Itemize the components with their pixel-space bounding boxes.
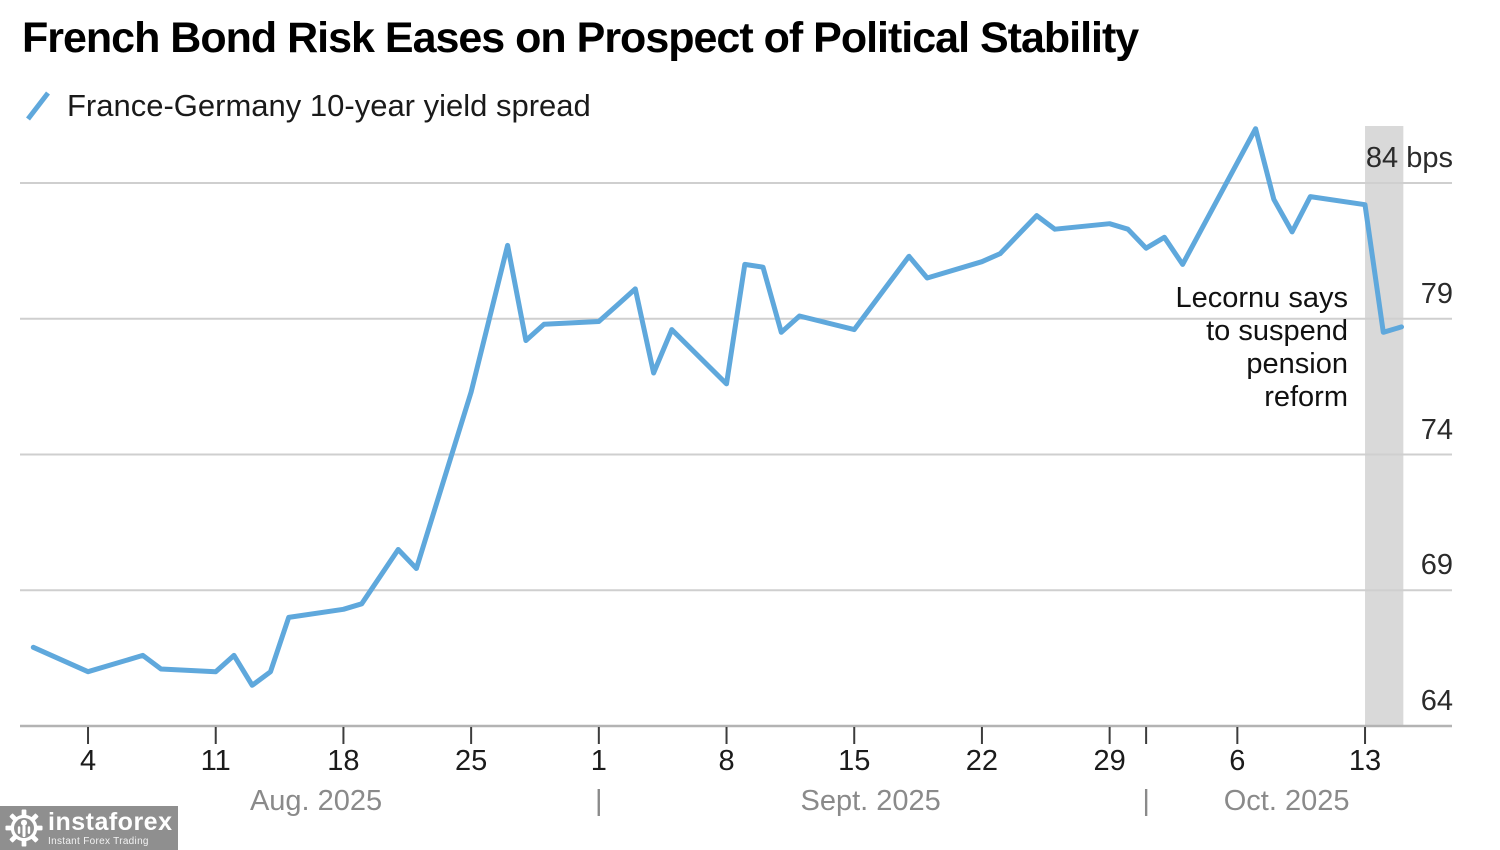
x-axis-tick-label: 25 — [454, 745, 488, 777]
annotation-lecornu: Lecornu says to suspend pension reform — [1175, 282, 1349, 413]
watermark-text: instaforex Instant Forex Trading — [48, 807, 173, 847]
x-axis-tick-label: 22 — [965, 745, 999, 777]
instaforex-gear-icon — [5, 809, 43, 847]
month-separator: | — [1142, 785, 1150, 817]
x-axis-tick-label: 4 — [79, 745, 97, 777]
month-label: Aug. 2025 — [249, 785, 383, 817]
y-axis-label: 74 — [1420, 413, 1453, 446]
highlight-band — [1365, 126, 1404, 726]
month-separator: | — [595, 785, 603, 817]
instaforex-watermark: instaforex Instant Forex Trading — [0, 806, 178, 850]
y-axis-label: 69 — [1420, 549, 1453, 582]
x-axis-tick-label: 15 — [838, 745, 871, 777]
month-label: Sept. 2025 — [800, 785, 941, 817]
x-axis-tick-label: 18 — [327, 745, 360, 777]
watermark-tagline: Instant Forex Trading — [48, 835, 149, 847]
x-axis-tick-label: 8 — [718, 745, 735, 777]
y-axis-label: 84 bps — [1365, 142, 1453, 174]
x-axis-tick-label: 11 — [200, 745, 231, 777]
x-axis-tick-label: 1 — [590, 745, 607, 777]
x-axis-tick-label: 6 — [1229, 745, 1246, 777]
legend: France-Germany 10-year yield spread — [25, 88, 591, 124]
y-axis-label: 64 — [1420, 685, 1453, 717]
spread-line — [30, 126, 1404, 688]
chart-title: French Bond Risk Eases on Prospect of Po… — [22, 14, 1139, 62]
x-axis-tick-label: 13 — [1348, 745, 1382, 777]
month-label: Oct. 2025 — [1223, 785, 1350, 817]
watermark-brand: instaforex — [48, 807, 173, 836]
legend-line-icon — [26, 91, 50, 121]
x-axis-tick-label: 29 — [1093, 745, 1126, 777]
person-head — [20, 819, 28, 826]
legend-label: France-Germany 10-year yield spread — [67, 88, 591, 123]
y-axis-label: 79 — [1420, 277, 1453, 310]
